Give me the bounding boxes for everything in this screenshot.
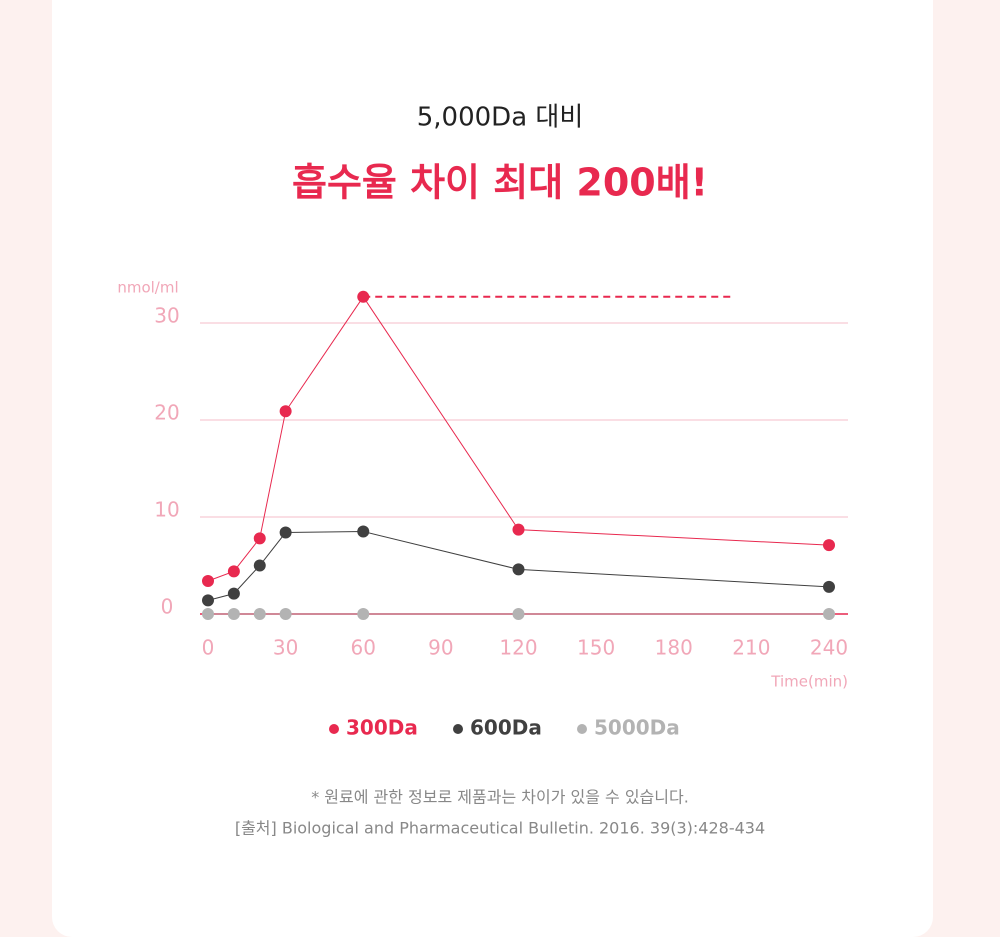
legend-label: 600Da	[470, 716, 542, 740]
point	[823, 539, 835, 552]
card	[52, 0, 933, 937]
y-tick-label: 0	[161, 595, 174, 619]
point	[227, 587, 240, 600]
point	[202, 575, 214, 588]
point	[512, 523, 525, 536]
point	[253, 559, 266, 572]
point	[357, 290, 370, 303]
point	[202, 594, 214, 607]
y-tick-label: 20	[154, 401, 179, 425]
point	[279, 526, 292, 539]
x-tick-label: 90	[428, 636, 453, 660]
point	[253, 608, 266, 620]
x-tick-label: 180	[655, 636, 693, 660]
point	[823, 580, 835, 593]
x-tick-label: 30	[273, 636, 298, 660]
point	[279, 608, 292, 620]
point	[512, 608, 525, 620]
legend-marker	[577, 724, 587, 734]
x-tick-label: 150	[577, 636, 615, 660]
point	[227, 608, 240, 620]
point	[512, 563, 525, 576]
point	[823, 608, 835, 620]
footnote: [출처] Biological and Pharmaceutical Bulle…	[235, 819, 765, 838]
chart-title: 흡수율 차이 최대 200배!	[292, 161, 708, 205]
legend-label: 5000Da	[594, 716, 680, 740]
y-tick-label: 10	[154, 498, 179, 522]
legend-marker	[329, 724, 339, 734]
x-tick-label: 0	[202, 636, 215, 660]
subtitle: 5,000Da 대비	[417, 103, 584, 133]
point	[253, 532, 266, 545]
point	[357, 608, 370, 620]
x-axis-label: Time(min)	[770, 673, 848, 691]
x-tick-label: 120	[499, 636, 537, 660]
point	[227, 565, 240, 578]
point	[279, 405, 292, 418]
x-tick-label: 60	[351, 636, 376, 660]
footnote: * 원료에 관한 정보로 제품과는 차이가 있을 수 있습니다.	[311, 788, 689, 807]
point	[357, 525, 370, 538]
x-tick-label: 210	[732, 636, 770, 660]
legend-marker	[453, 724, 463, 734]
x-tick-label: 240	[810, 636, 848, 660]
y-tick-label: 30	[154, 304, 179, 328]
legend-label: 300Da	[346, 716, 418, 740]
y-axis-label: nmol/ml	[117, 279, 178, 297]
point	[202, 608, 214, 620]
